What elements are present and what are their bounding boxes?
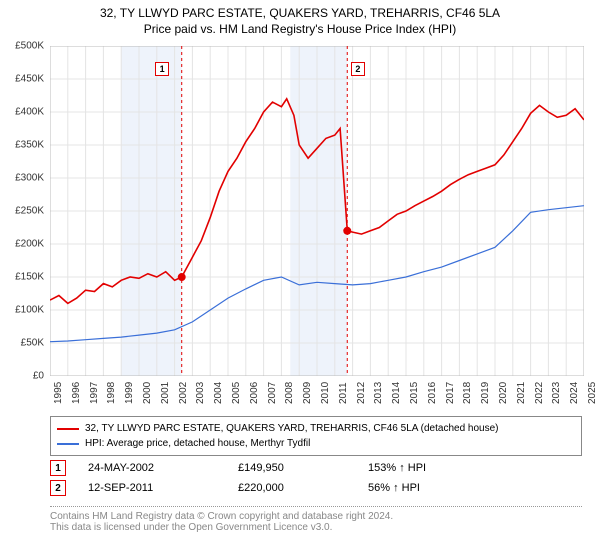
x-tick-label: 2002 bbox=[178, 382, 189, 404]
x-tick-label: 2020 bbox=[498, 382, 509, 404]
marker-badge: 1 bbox=[50, 460, 66, 476]
marker-date: 12-SEP-2011 bbox=[88, 482, 238, 494]
x-tick-label: 2008 bbox=[284, 382, 295, 404]
legend: 32, TY LLWYD PARC ESTATE, QUAKERS YARD, … bbox=[50, 416, 582, 456]
x-tick-label: 2012 bbox=[356, 382, 367, 404]
legend-label: 32, TY LLWYD PARC ESTATE, QUAKERS YARD, … bbox=[85, 423, 499, 434]
marker-price: £220,000 bbox=[238, 482, 368, 494]
marker-table: 1 24-MAY-2002 £149,950 153% ↑ HPI 2 12-S… bbox=[50, 458, 582, 498]
marker-row-2: 2 12-SEP-2011 £220,000 56% ↑ HPI bbox=[50, 478, 582, 498]
chart-marker-badge: 1 bbox=[155, 62, 169, 76]
marker-pct: 56% ↑ HPI bbox=[368, 482, 420, 494]
y-tick-label: £100K bbox=[15, 305, 44, 316]
footer-line: This data is licensed under the Open Gov… bbox=[50, 522, 582, 533]
x-tick-label: 2013 bbox=[373, 382, 384, 404]
x-tick-label: 1996 bbox=[71, 382, 82, 404]
legend-item-property: 32, TY LLWYD PARC ESTATE, QUAKERS YARD, … bbox=[57, 421, 575, 436]
y-tick-label: £50K bbox=[21, 338, 44, 349]
y-tick-label: £300K bbox=[15, 173, 44, 184]
marker-pct: 153% ↑ HPI bbox=[368, 462, 426, 474]
title-block: 32, TY LLWYD PARC ESTATE, QUAKERS YARD, … bbox=[0, 0, 600, 36]
chart-title: 32, TY LLWYD PARC ESTATE, QUAKERS YARD, … bbox=[0, 6, 600, 20]
x-tick-label: 2016 bbox=[427, 382, 438, 404]
x-tick-label: 2015 bbox=[409, 382, 420, 404]
y-tick-label: £150K bbox=[15, 272, 44, 283]
x-tick-label: 2007 bbox=[267, 382, 278, 404]
x-tick-label: 2021 bbox=[516, 382, 527, 404]
x-tick-label: 2022 bbox=[534, 382, 545, 404]
legend-swatch bbox=[57, 443, 79, 445]
x-tick-label: 1997 bbox=[89, 382, 100, 404]
x-tick-label: 2001 bbox=[160, 382, 171, 404]
marker-badge: 2 bbox=[50, 480, 66, 496]
chart-subtitle: Price paid vs. HM Land Registry's House … bbox=[0, 22, 600, 36]
x-tick-label: 2009 bbox=[302, 382, 313, 404]
marker-price: £149,950 bbox=[238, 462, 368, 474]
y-axis-labels: £0£50K£100K£150K£200K£250K£300K£350K£400… bbox=[0, 46, 48, 376]
x-tick-label: 1998 bbox=[106, 382, 117, 404]
x-tick-label: 2005 bbox=[231, 382, 242, 404]
x-tick-label: 2004 bbox=[213, 382, 224, 404]
x-tick-label: 2006 bbox=[249, 382, 260, 404]
x-tick-label: 2014 bbox=[391, 382, 402, 404]
legend-item-hpi: HPI: Average price, detached house, Mert… bbox=[57, 436, 575, 451]
x-tick-label: 2010 bbox=[320, 382, 331, 404]
x-tick-label: 2003 bbox=[195, 382, 206, 404]
marker-row-1: 1 24-MAY-2002 £149,950 153% ↑ HPI bbox=[50, 458, 582, 478]
y-tick-label: £250K bbox=[15, 206, 44, 217]
x-axis-labels: 1995 1996 1997 1998 1999 2000 2001 2002 2003 2004… bbox=[50, 378, 584, 412]
y-tick-label: £350K bbox=[15, 140, 44, 151]
chart-plot-area bbox=[50, 46, 584, 376]
legend-label: HPI: Average price, detached house, Mert… bbox=[85, 438, 310, 449]
x-tick-label: 2011 bbox=[338, 382, 349, 404]
y-tick-label: £0 bbox=[33, 371, 44, 382]
x-tick-label: 2018 bbox=[462, 382, 473, 404]
x-tick-label: 2025 bbox=[587, 382, 598, 404]
chart-marker-badge: 2 bbox=[351, 62, 365, 76]
y-tick-label: £450K bbox=[15, 74, 44, 85]
marker-date: 24-MAY-2002 bbox=[88, 462, 238, 474]
x-tick-label: 1999 bbox=[124, 382, 135, 404]
x-tick-label: 2000 bbox=[142, 382, 153, 404]
x-tick-label: 2019 bbox=[480, 382, 491, 404]
chart-figure: 32, TY LLWYD PARC ESTATE, QUAKERS YARD, … bbox=[0, 0, 600, 560]
x-tick-label: 2023 bbox=[551, 382, 562, 404]
y-tick-label: £500K bbox=[15, 41, 44, 52]
x-tick-label: 2024 bbox=[569, 382, 580, 404]
footer-line: Contains HM Land Registry data © Crown c… bbox=[50, 511, 582, 522]
y-tick-label: £200K bbox=[15, 239, 44, 250]
x-tick-label: 2017 bbox=[445, 382, 456, 404]
legend-swatch bbox=[57, 428, 79, 430]
y-tick-label: £400K bbox=[15, 107, 44, 118]
attribution-footer: Contains HM Land Registry data © Crown c… bbox=[50, 506, 582, 533]
x-tick-label: 1995 bbox=[53, 382, 64, 404]
